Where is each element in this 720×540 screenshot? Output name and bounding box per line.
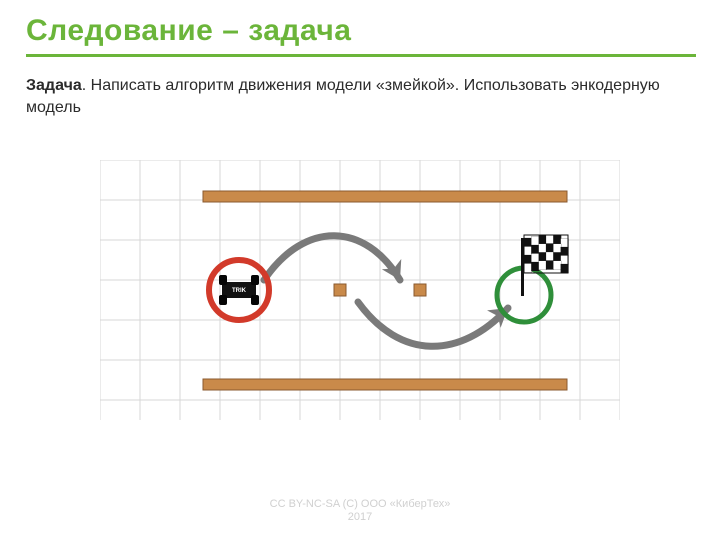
footer: CC BY-NC-SA (C) ООО «КиберТех» 2017: [0, 498, 720, 524]
task-text: Задача. Написать алгоритм движения модел…: [26, 75, 694, 118]
flag-icon: [521, 235, 569, 296]
footer-line1: CC BY-NC-SA (C) ООО «КиберТех»: [0, 498, 720, 511]
slide: Следование – задача Задача. Написать алг…: [0, 0, 720, 540]
footer-line2: 2017: [0, 511, 720, 524]
page-title: Следование – задача: [26, 14, 694, 48]
title-underline: [26, 54, 696, 57]
wall: [203, 191, 567, 202]
robot-label: TRIK: [232, 288, 247, 294]
waypoint: [334, 284, 346, 296]
task-rest: . Написать алгоритм движения модели «зме…: [26, 77, 660, 116]
diagram-svg: TRIK: [100, 160, 620, 420]
wall: [203, 379, 567, 390]
diagram: TRIK: [100, 160, 620, 420]
waypoint: [414, 284, 426, 296]
task-label: Задача: [26, 77, 82, 94]
